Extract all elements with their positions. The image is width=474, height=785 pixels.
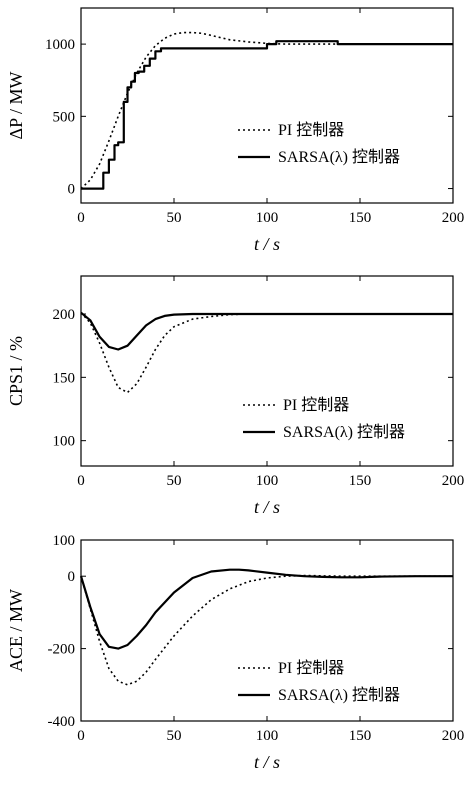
x-tick-label: 100	[256, 728, 279, 744]
chart-panel-3: 0 50 100 150 200 -400 -200 0 100 t / s ACE / MW PI …	[6, 533, 464, 772]
y-tick-label: 0	[68, 182, 76, 198]
x-tick-label: 50	[167, 473, 182, 489]
series-line-pi	[80, 31, 453, 190]
x-axis-label: t / s	[254, 234, 280, 254]
series-line-sarsa	[79, 568, 453, 650]
x-tick-label: 150	[349, 473, 372, 489]
y-axis-label: ΔP / MW	[6, 72, 26, 140]
x-tick-label: 200	[442, 728, 465, 744]
y-tick-label: -200	[48, 642, 76, 658]
y-tick-label: 0	[68, 569, 76, 585]
legend-label: PI 控制器	[283, 396, 349, 414]
chart-panel-2: 0 50 100 150 200 100 150 200 t / s CPS1 / % PI 控制器…	[6, 275, 465, 517]
series-line-sarsa	[80, 311, 453, 351]
y-axis-label: CPS1 / %	[6, 336, 26, 406]
y-tick-label: -400	[48, 714, 76, 730]
y-tick-label: 100	[53, 533, 76, 549]
x-tick-label: 100	[256, 210, 279, 226]
plot-frame	[80, 7, 454, 204]
x-tick-label: 100	[256, 473, 279, 489]
legend-label: PI 控制器	[278, 659, 344, 677]
x-tick-label: 0	[77, 473, 85, 489]
y-tick-label: 500	[53, 109, 76, 125]
y-tick-label: 1000	[45, 37, 75, 53]
series-line-pi	[80, 312, 453, 394]
y-tick-label: 150	[53, 370, 76, 386]
y-axis-label: ACE / MW	[6, 589, 26, 672]
legend-label: SARSA(λ) 控制器	[278, 148, 400, 166]
x-axis-label: t / s	[254, 752, 280, 772]
x-tick-label: 50	[167, 210, 182, 226]
series-line-sarsa	[81, 40, 453, 190]
x-tick-label: 0	[77, 728, 85, 744]
x-axis-label: t / s	[254, 497, 280, 517]
legend-label: SARSA(λ) 控制器	[283, 423, 405, 441]
x-tick-label: 150	[349, 210, 372, 226]
y-tick-label: 100	[53, 434, 76, 450]
x-tick-label: 50	[167, 728, 182, 744]
y-tick-label: 200	[53, 307, 76, 323]
x-tick-label: 200	[442, 210, 465, 226]
series-line-pi	[80, 574, 453, 686]
x-tick-label: 150	[349, 728, 372, 744]
x-tick-label: 200	[442, 473, 465, 489]
legend-label: SARSA(λ) 控制器	[278, 686, 400, 704]
legend-label: PI 控制器	[278, 121, 344, 139]
x-tick-label: 0	[77, 210, 85, 226]
chart-panel-1: 0 50 100 150 200 0 500 1000 t / s ΔP / MW PI 控制器 SA…	[6, 7, 465, 254]
